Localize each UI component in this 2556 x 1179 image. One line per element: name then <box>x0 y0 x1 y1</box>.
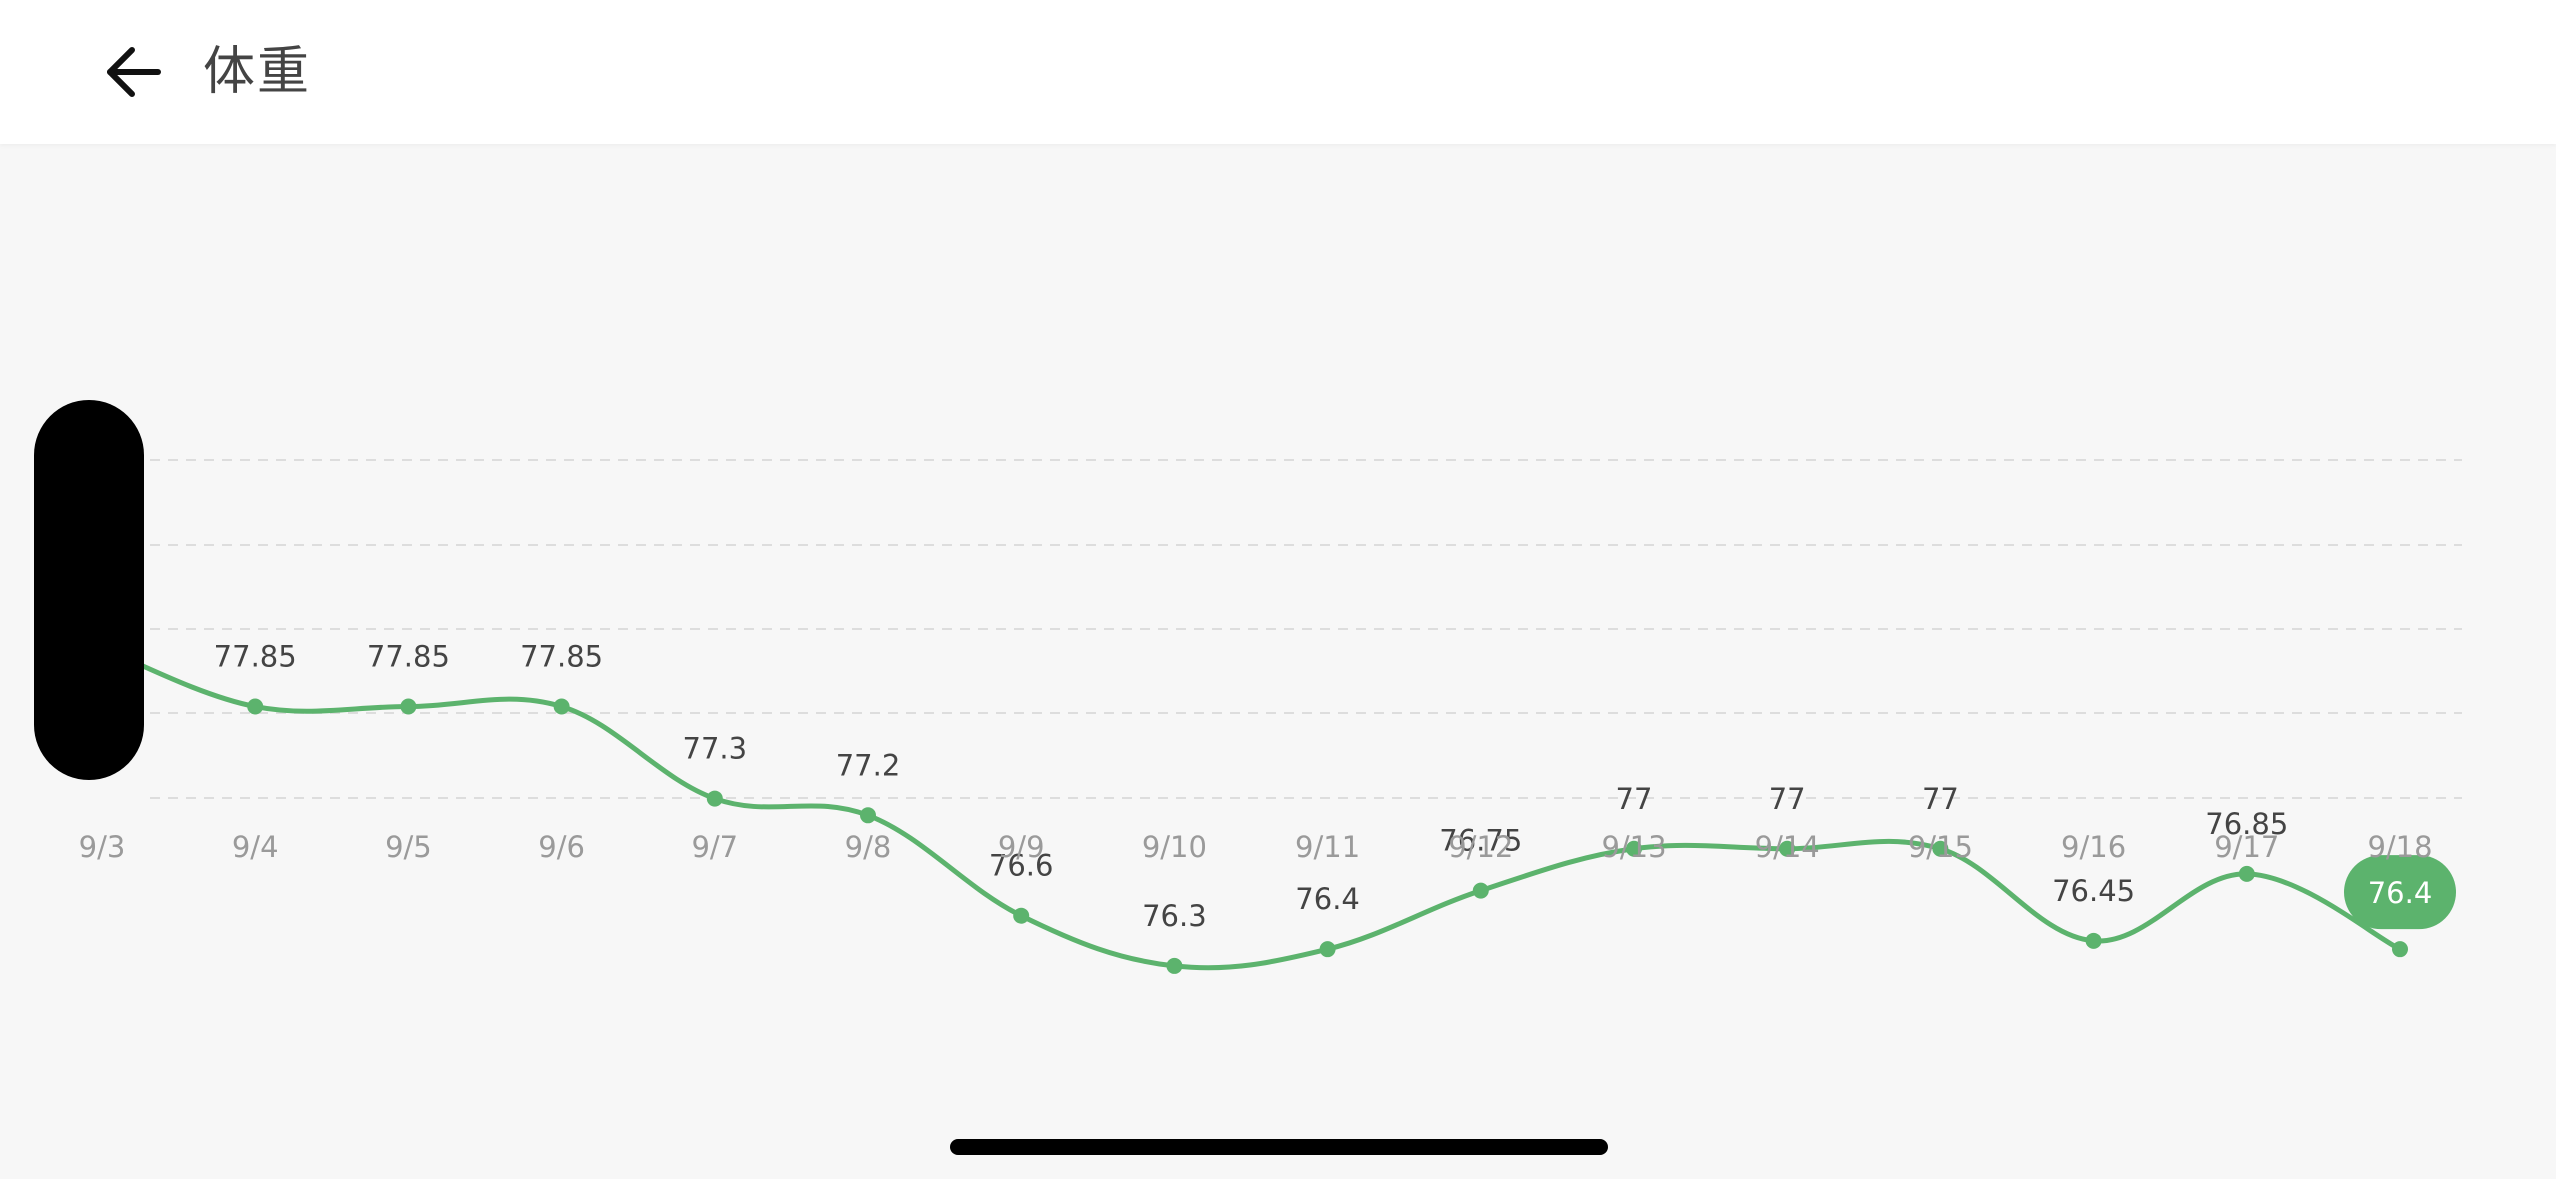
x-tick-label: 9/14 <box>1755 830 1820 864</box>
x-tick-label: 9/8 <box>845 830 892 864</box>
x-tick-label: 9/18 <box>2367 830 2432 864</box>
value-label: 77.85 <box>520 640 603 674</box>
x-tick-label: 9/6 <box>538 830 585 864</box>
value-label: 77.2 <box>836 748 901 782</box>
x-tick-label: 9/7 <box>691 830 738 864</box>
data-point[interactable] <box>1626 840 1642 857</box>
value-label: 77.85 <box>367 640 450 674</box>
data-point[interactable] <box>2392 941 2408 958</box>
data-point[interactable] <box>1779 840 1796 857</box>
badge-background <box>2344 855 2456 930</box>
x-tick-label: 9/5 <box>385 830 432 864</box>
x-tick-label: 9/13 <box>1601 830 1666 864</box>
page-title: 体重 <box>203 42 312 102</box>
data-point[interactable] <box>706 790 723 807</box>
value-label: 77.85 <box>214 640 297 674</box>
data-point[interactable] <box>1472 882 1489 899</box>
x-tick-label: 9/10 <box>1142 830 1207 864</box>
value-label: 76.45 <box>2052 874 2135 908</box>
arrow-left-icon <box>107 47 161 97</box>
highlight-badge[interactable]: 76.4 <box>2344 855 2456 930</box>
value-label: 77 <box>1616 782 1653 816</box>
data-point[interactable] <box>2085 932 2102 949</box>
value-label: 76.6 <box>989 849 1054 883</box>
x-tick-label: 9/9 <box>998 830 1045 864</box>
data-point[interactable] <box>1013 907 1030 924</box>
x-tick-label: 9/4 <box>232 830 279 864</box>
data-point[interactable] <box>400 698 417 715</box>
x-tick-label: 9/15 <box>1908 830 1973 864</box>
data-point[interactable] <box>860 807 876 824</box>
camera-notch <box>34 400 144 780</box>
x-tick-label: 9/11 <box>1295 830 1360 864</box>
value-label: 76.4 <box>1295 882 1360 916</box>
back-button[interactable] <box>96 32 176 112</box>
badge-value: 76.4 <box>2368 876 2433 910</box>
data-point[interactable] <box>1932 840 1949 857</box>
x-tick-label: 9/3 <box>79 830 126 864</box>
data-point[interactable] <box>247 698 264 715</box>
x-tick-label: 9/12 <box>1448 830 1513 864</box>
app-header: 体重 <box>0 0 2556 144</box>
data-point[interactable] <box>1166 957 1183 974</box>
home-indicator[interactable] <box>950 1139 1608 1155</box>
value-label: 77 <box>1922 782 1959 816</box>
data-point[interactable] <box>553 698 570 715</box>
value-label: 77.3 <box>683 732 748 766</box>
data-point[interactable] <box>1319 941 1336 958</box>
series-line <box>99 645 2403 971</box>
value-label: 77 <box>1769 782 1806 816</box>
data-point[interactable] <box>2238 865 2255 882</box>
value-label: 76.85 <box>2205 807 2288 841</box>
value-label: 76.3 <box>1142 899 1207 933</box>
value-label: 76.75 <box>1439 824 1522 858</box>
x-tick-label: 9/16 <box>2061 830 2126 864</box>
x-tick-label: 9/17 <box>2214 830 2279 864</box>
